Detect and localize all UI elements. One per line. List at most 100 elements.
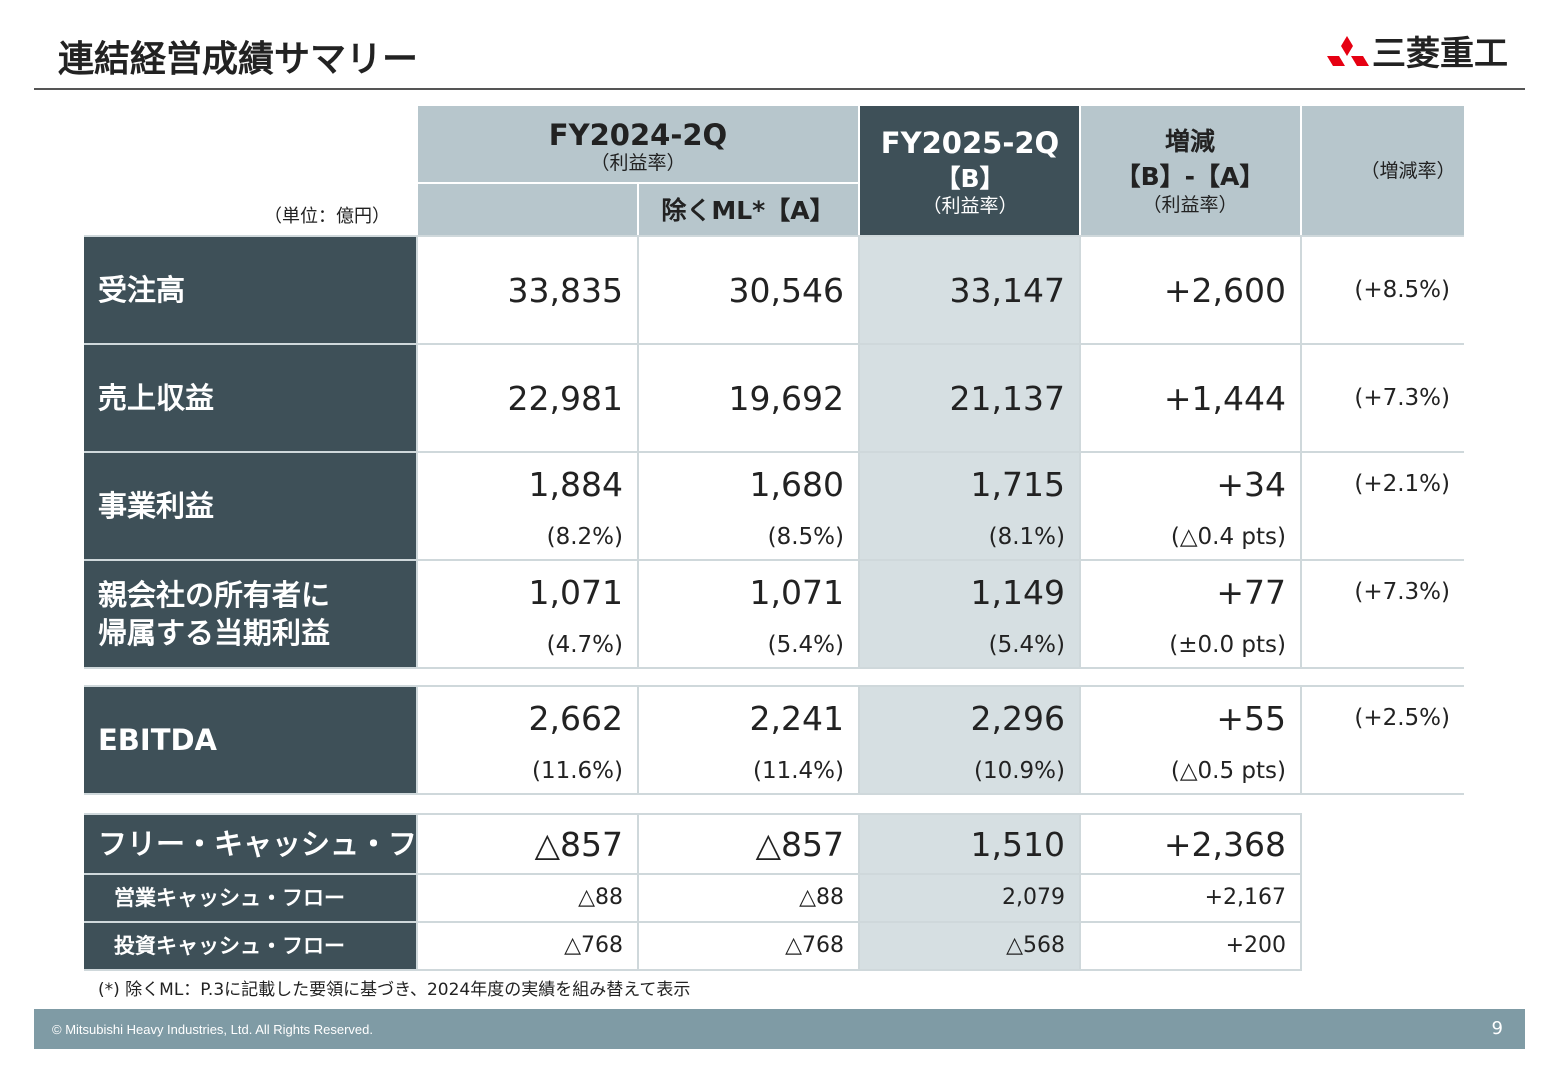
value: 19,692: [728, 378, 844, 418]
change-rate: (+7.3%): [1354, 384, 1450, 411]
value-cell: [418, 815, 637, 873]
value: 33,147: [949, 270, 1065, 310]
header-cell: [418, 106, 858, 182]
value: +1,444: [1163, 378, 1286, 418]
value-cell: [1081, 561, 1300, 667]
margin: (8.5%): [767, 523, 844, 550]
margin: (±0.0 pts): [1169, 631, 1286, 658]
value: △88: [799, 885, 844, 910]
margin: (5.4%): [767, 631, 844, 658]
value: 2,079: [1002, 885, 1065, 910]
value: 2,662: [528, 698, 623, 738]
value-cell: [639, 687, 858, 793]
value: 1,715: [970, 464, 1065, 504]
value: 1,680: [749, 464, 844, 504]
value-cell: [860, 687, 1079, 793]
logo-mark: [1327, 36, 1369, 66]
copyright: © Mitsubishi Heavy Industries, Ltd. All …: [52, 1022, 373, 1037]
margin: (10.9%): [973, 757, 1065, 784]
margin: (△0.5 pts): [1170, 757, 1286, 784]
row-label-cell: [84, 875, 416, 921]
row-label-cell: [84, 561, 416, 667]
row-label: 帰属する当期利益: [98, 615, 331, 650]
value: △768: [564, 933, 623, 958]
header-cell: [639, 184, 858, 235]
value: △568: [1006, 933, 1065, 958]
value: 1,149: [970, 572, 1065, 612]
margin: (11.6%): [531, 757, 623, 784]
value-cell: [860, 561, 1079, 667]
value: △857: [755, 824, 844, 864]
column-header: 除くML*【A】: [661, 195, 835, 225]
value-cell: [1081, 923, 1300, 969]
value-cell: [1081, 237, 1300, 343]
value-cell: [1081, 687, 1300, 793]
value: 30,546: [728, 270, 844, 310]
margin: (11.4%): [752, 757, 844, 784]
value-cell: [639, 237, 858, 343]
row-label: 事業利益: [98, 488, 215, 523]
header-cell: [1081, 106, 1300, 235]
value-cell: [418, 237, 637, 343]
margin: (4.7%): [546, 631, 623, 658]
value-cell: [418, 453, 637, 559]
value: 33,835: [507, 270, 623, 310]
column-subheader: （利益率）: [1142, 193, 1238, 216]
value: 21,137: [949, 378, 1065, 418]
value: 2,296: [970, 698, 1065, 738]
value-cell: [639, 875, 858, 921]
value: 1,510: [970, 824, 1065, 864]
value: 1,884: [528, 464, 623, 504]
value-cell: [418, 561, 637, 667]
margin: (8.2%): [546, 523, 623, 550]
value: +200: [1225, 933, 1286, 958]
row-label-cell: [84, 923, 416, 969]
value-cell: [1302, 237, 1464, 343]
value-cell: [1081, 345, 1300, 451]
column-subheader: （利益率）: [922, 194, 1018, 217]
change-rate: (+7.3%): [1354, 578, 1450, 605]
value: +55: [1216, 698, 1286, 738]
value-cell: [1081, 815, 1300, 873]
value-cell: [860, 815, 1079, 873]
change-rate: (+8.5%): [1354, 276, 1450, 303]
row-label: 親会社の所有者に: [98, 577, 331, 612]
value: △88: [578, 885, 623, 910]
value: +2,368: [1163, 824, 1286, 864]
value: +2,167: [1204, 885, 1286, 910]
value-cell: [639, 561, 858, 667]
column-header: 【B】-【A】: [1115, 161, 1265, 191]
title: 連結経営成績サマリー: [58, 39, 419, 80]
value-cell: [1302, 345, 1464, 451]
margin: (5.4%): [988, 631, 1065, 658]
value-cell: [639, 923, 858, 969]
row-label-cell: [84, 345, 416, 451]
value-cell: [1302, 687, 1464, 793]
row-label-cell: [84, 687, 416, 793]
header-cell: [1302, 106, 1464, 235]
row-label: 投資キャッシュ・フロー: [114, 933, 345, 958]
row-label-cell: [84, 237, 416, 343]
value: 1,071: [528, 572, 623, 612]
footer-bar: © Mitsubishi Heavy Industries, Ltd. All …: [34, 1009, 1525, 1049]
column-header: 増減: [1164, 126, 1215, 156]
change-rate: (+2.5%): [1354, 704, 1450, 731]
header-cell: [860, 106, 1079, 235]
row-label: フリー・キャッシュ・フロー: [98, 826, 476, 861]
page-number: 9: [1491, 1018, 1503, 1039]
value: △768: [785, 933, 844, 958]
value-cell: [1302, 453, 1464, 559]
value-cell: [860, 923, 1079, 969]
title-rule: [34, 88, 1525, 90]
column-header: FY2025-2Q: [880, 125, 1060, 160]
column-subheader: （利益率）: [590, 151, 686, 174]
logo-text: 三菱重工: [1372, 34, 1508, 74]
value: 22,981: [507, 378, 623, 418]
value: +34: [1216, 464, 1286, 504]
value: 2,241: [749, 698, 844, 738]
row-label-cell: [84, 453, 416, 559]
value-cell: [639, 453, 858, 559]
value-cell: [418, 875, 637, 921]
value-cell: [639, 345, 858, 451]
